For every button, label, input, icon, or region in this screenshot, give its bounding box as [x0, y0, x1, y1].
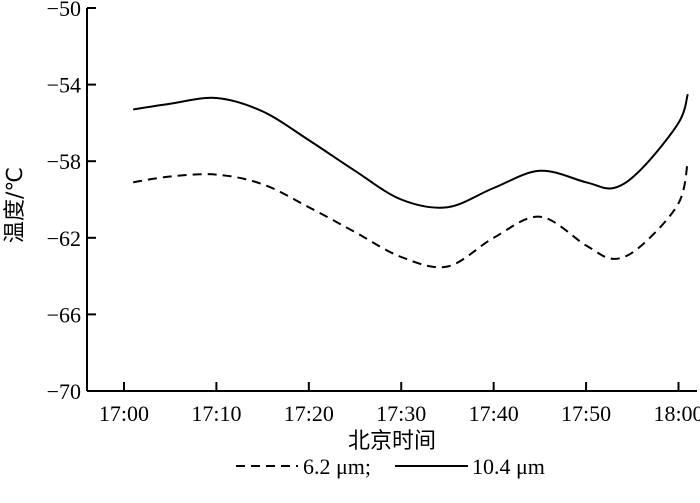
legend-label-10-4um: 10.4 μm — [472, 454, 545, 479]
x-ticks: 17:00 17:10 17:20 17:30 17:40 17:50 18:00 — [99, 382, 700, 426]
y-tick-label: −54 — [47, 73, 81, 98]
y-axis-title: 温度/℃ — [3, 167, 28, 243]
x-tick-label: 17:00 — [99, 401, 149, 426]
x-tick-label: 17:30 — [376, 401, 426, 426]
y-tick-label: −58 — [47, 149, 81, 174]
legend: 6.2 μm; 10.4 μm — [236, 454, 545, 479]
y-tick-label: −62 — [47, 226, 81, 251]
series-line-6-2um — [133, 160, 689, 269]
x-tick-label: 17:40 — [469, 401, 519, 426]
legend-label-6-2um: 6.2 μm; — [303, 454, 371, 479]
y-ticks: −50 −54 −58 −62 −66 −70 — [47, 0, 96, 404]
x-tick-label: 17:50 — [561, 401, 611, 426]
y-tick-label: −66 — [47, 302, 81, 327]
x-axis-title: 北京时间 — [348, 429, 436, 454]
y-tick-label: −70 — [47, 379, 81, 404]
x-tick-label: 17:10 — [191, 401, 241, 426]
series-lines — [133, 93, 689, 269]
y-tick-label: −50 — [47, 0, 81, 21]
series-line-10-4um — [133, 93, 689, 209]
x-tick-label: 17:20 — [284, 401, 334, 426]
x-tick-label: 18:00 — [653, 401, 700, 426]
